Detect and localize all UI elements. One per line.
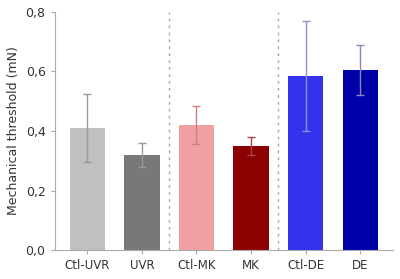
Bar — [70, 128, 105, 250]
Bar — [342, 70, 378, 250]
Bar — [179, 125, 214, 250]
Bar — [288, 76, 324, 250]
Y-axis label: Mechanical threshold (mN): Mechanical threshold (mN) — [7, 47, 20, 215]
Bar — [124, 155, 160, 250]
Bar — [233, 146, 269, 250]
